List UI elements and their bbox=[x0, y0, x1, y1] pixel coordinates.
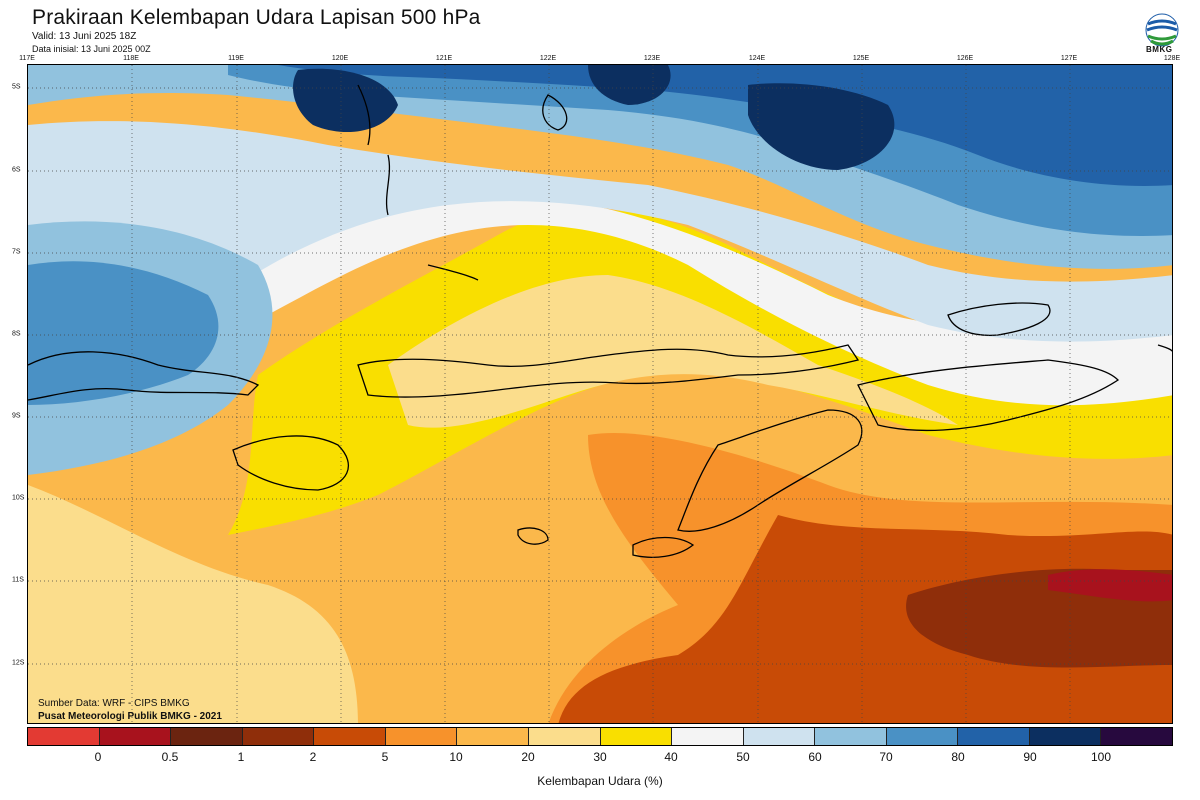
lon-tick-label: 124E bbox=[748, 55, 766, 62]
humidity-band-60 bbox=[28, 121, 1172, 355]
lon-tick-label: 123E bbox=[643, 55, 661, 62]
lat-tick-label: 12S bbox=[12, 659, 25, 667]
lat-tick-label: 5S bbox=[12, 83, 21, 91]
humidity-band-90 bbox=[278, 65, 1172, 186]
humidity-band-100 bbox=[748, 83, 895, 170]
lat-tick-label: 9S bbox=[12, 412, 21, 420]
data-source: Sumber Data: WRF - CIPS BMKG bbox=[38, 698, 190, 709]
lon-tick-label: 128E bbox=[1163, 55, 1181, 62]
lon-tick-label: 118E bbox=[123, 55, 139, 62]
colorbar-label: 30 bbox=[593, 750, 607, 764]
colorbar-box bbox=[99, 728, 172, 745]
colorbar-box bbox=[385, 728, 458, 745]
colorbar-box bbox=[1101, 728, 1172, 745]
lon-tick-label: 121E bbox=[435, 55, 453, 62]
colorbar-box bbox=[815, 728, 887, 745]
colorbar-box bbox=[600, 728, 673, 745]
lat-tick-label: 10S bbox=[12, 494, 25, 502]
colorbar-label: 1 bbox=[237, 750, 245, 764]
colorbar-box bbox=[886, 728, 959, 745]
lon-tick-label: 125E bbox=[852, 55, 870, 62]
lat-tick-label: 8S bbox=[12, 330, 21, 338]
lon-tick-label: 119E bbox=[228, 55, 244, 62]
colorbar-box bbox=[958, 728, 1030, 745]
colorbar-box bbox=[1029, 728, 1102, 745]
colorbar-box bbox=[457, 728, 529, 745]
lon-tick-label: 117E bbox=[19, 55, 35, 62]
colorbar-box bbox=[314, 728, 386, 745]
valid-time: Valid: 13 Juni 2025 18Z bbox=[32, 31, 137, 42]
organization-credit: Pusat Meteorologi Publik BMKG - 2021 bbox=[38, 711, 222, 722]
colorbar-label: 100 bbox=[1090, 750, 1112, 764]
initial-time: Data inisial: 13 Juni 2025 00Z bbox=[32, 44, 151, 54]
colorbar-label: 80 bbox=[951, 750, 965, 764]
humidity-band-30 bbox=[388, 275, 958, 428]
colorbar-label: 70 bbox=[879, 750, 893, 764]
lat-tick-label: 7S bbox=[12, 248, 21, 256]
humidity-band-100 bbox=[588, 65, 671, 105]
colorbar-label: 50 bbox=[736, 750, 750, 764]
humidity-band-0-5 bbox=[1048, 569, 1172, 602]
colorbar-label: 2 bbox=[309, 750, 317, 764]
colorbar-box bbox=[743, 728, 816, 745]
humidity-map bbox=[27, 64, 1173, 724]
colorbar-label: 10 bbox=[449, 750, 463, 764]
lon-tick-label: 122E bbox=[539, 55, 557, 62]
logo-text: BMKG bbox=[1146, 45, 1173, 54]
colorbar-label: 60 bbox=[808, 750, 822, 764]
humidity-field bbox=[28, 65, 1172, 723]
lat-tick-label: 11S bbox=[12, 576, 24, 584]
humidity-band-50 bbox=[214, 168, 1172, 406]
colorbar-label: 90 bbox=[1023, 750, 1037, 764]
humidity-band-30 bbox=[28, 485, 358, 723]
colorbar-box bbox=[528, 728, 601, 745]
colorbar bbox=[27, 727, 1173, 746]
colorbar-label: 0.5 bbox=[161, 750, 179, 764]
coastlines bbox=[28, 84, 1172, 558]
humidity-band-80 bbox=[28, 261, 219, 405]
graticule bbox=[28, 65, 1172, 723]
colorbar-box bbox=[28, 728, 100, 745]
colorbar-label: 0 bbox=[94, 750, 102, 764]
colorbar-box bbox=[242, 728, 315, 745]
lon-tick-label: 120E bbox=[331, 55, 349, 62]
lon-tick-label: 126E bbox=[956, 55, 974, 62]
colorbar-box bbox=[672, 728, 744, 745]
colorbar-label: 20 bbox=[521, 750, 535, 764]
colorbar-box bbox=[171, 728, 243, 745]
map-title: Prakiraan Kelembapan Udara Lapisan 500 h… bbox=[32, 6, 481, 29]
lon-tick-label: 127E bbox=[1060, 55, 1078, 62]
bmkg-logo-icon bbox=[1145, 13, 1179, 47]
colorbar-label: 40 bbox=[664, 750, 678, 764]
humidity-band-5 bbox=[558, 515, 1172, 723]
colorbar-title: Kelembapan Udara (%) bbox=[537, 774, 663, 788]
lat-tick-label: 6S bbox=[12, 166, 21, 174]
humidity-band-100 bbox=[293, 68, 398, 133]
colorbar-label: 5 bbox=[381, 750, 389, 764]
